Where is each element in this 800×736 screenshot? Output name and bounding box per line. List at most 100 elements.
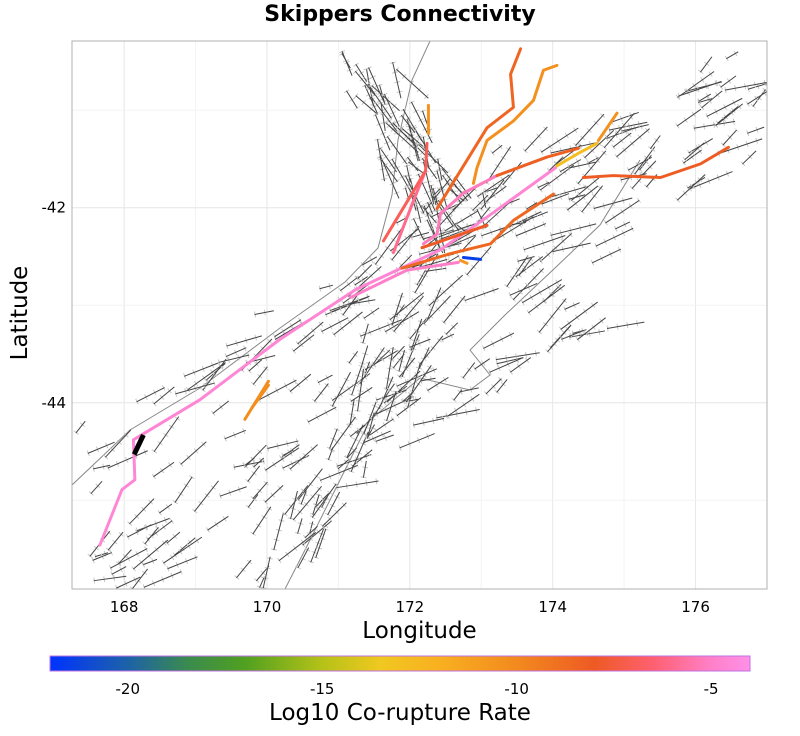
fault-trace — [110, 548, 148, 569]
fault-trace — [427, 287, 442, 320]
fault-trace — [410, 232, 430, 238]
x-axis-ticks: 168 170 172 174 176 — [110, 598, 710, 616]
fault-trace — [391, 292, 403, 326]
fault-trace — [392, 62, 402, 99]
fault-trace — [608, 121, 648, 131]
fault-trace — [413, 218, 425, 241]
fault-trace — [315, 528, 327, 559]
fault-trace — [445, 322, 459, 335]
fault-trace — [376, 139, 385, 182]
fault-trace — [430, 185, 437, 206]
fault-trace — [386, 370, 421, 403]
fault-trace — [93, 575, 127, 582]
fault-trace — [515, 223, 547, 237]
fault-trace — [564, 302, 580, 310]
fault-trace — [511, 221, 527, 226]
fault-trace — [259, 576, 265, 588]
fault-trace — [537, 181, 550, 189]
fault-trace — [410, 101, 433, 144]
fault-trace — [367, 418, 394, 437]
fault-trace — [420, 377, 436, 382]
fault-trace — [183, 362, 219, 377]
fault-trace — [559, 159, 582, 173]
fault-trace — [472, 194, 489, 211]
rupture-trace — [461, 255, 483, 261]
fault-trace — [436, 408, 480, 419]
fault-trace — [116, 576, 141, 589]
rupture-trace — [349, 260, 460, 299]
fault-trace — [297, 321, 324, 345]
fault-trace — [143, 571, 182, 588]
fault-trace — [346, 90, 358, 109]
fault-trace — [418, 144, 449, 174]
fault-trace — [132, 539, 169, 570]
fault-trace — [340, 276, 359, 292]
fault-trace — [364, 84, 378, 114]
fault-trace — [561, 330, 584, 340]
fault-trace — [371, 85, 400, 112]
fault-trace — [117, 549, 132, 565]
fault-trace — [131, 568, 148, 589]
fault-trace — [400, 114, 416, 134]
fault-trace — [153, 416, 180, 453]
fault-trace — [304, 525, 318, 539]
fault-trace — [401, 127, 427, 150]
fault-trace — [383, 93, 400, 127]
fault-trace — [129, 498, 155, 525]
fault-trace — [444, 210, 478, 232]
fault-trace — [584, 129, 615, 159]
fault-trace — [676, 174, 706, 201]
fault-patch — [790, 24, 800, 42]
fault-trace — [423, 205, 441, 248]
fault-trace — [510, 357, 531, 373]
fault-trace — [321, 317, 349, 333]
fault-trace — [361, 256, 378, 266]
fault-trace — [153, 461, 175, 478]
fault-trace — [437, 200, 460, 232]
rupture-trace — [250, 383, 270, 410]
fault-trace — [297, 547, 310, 569]
colorbar-label: Log10 Co-rupture Rate — [269, 700, 531, 726]
fault-trace — [715, 103, 743, 127]
fault-trace — [187, 362, 226, 391]
fault-trace — [107, 531, 124, 551]
fault-trace — [247, 494, 259, 508]
fault-trace — [327, 491, 341, 516]
rupture-trace — [421, 174, 499, 246]
fault-trace — [136, 387, 165, 403]
fault-trace — [219, 486, 247, 497]
fault-trace — [175, 382, 215, 395]
fault-trace — [439, 227, 472, 240]
fault-trace — [522, 211, 549, 223]
fault-trace — [752, 89, 766, 107]
fault-trace — [587, 157, 599, 164]
fault-trace — [790, 24, 800, 42]
fault-trace — [427, 201, 434, 215]
rupture-trace — [471, 63, 559, 185]
colorbar-tick-label: -5 — [704, 680, 719, 698]
fault-trace — [726, 51, 739, 60]
fault-trace — [366, 412, 375, 439]
rupture-trace — [495, 146, 580, 178]
fault-trace — [212, 400, 229, 414]
fault-trace — [367, 424, 375, 438]
fault-patch — [765, 83, 767, 88]
fault-trace — [167, 556, 198, 570]
fault-trace — [771, 41, 798, 46]
fault-trace — [512, 268, 544, 301]
fault-trace — [321, 502, 347, 527]
fault-trace — [576, 317, 606, 341]
fault-trace — [677, 71, 715, 98]
fault-trace — [367, 83, 392, 119]
colorbar-tick-label: -10 — [504, 680, 529, 698]
fault-trace — [207, 515, 229, 531]
fault-trace — [591, 248, 621, 264]
y-axis-label: Latitude — [7, 265, 33, 361]
x-tick-label: 176 — [681, 598, 710, 616]
colorbar-ticks: -20 -15 -10 -5 — [116, 680, 719, 698]
fault-trace — [359, 347, 385, 385]
fault-trace — [388, 124, 419, 153]
coastline-west — [72, 41, 431, 486]
fault-trace — [127, 524, 152, 538]
fault-trace — [521, 279, 563, 304]
